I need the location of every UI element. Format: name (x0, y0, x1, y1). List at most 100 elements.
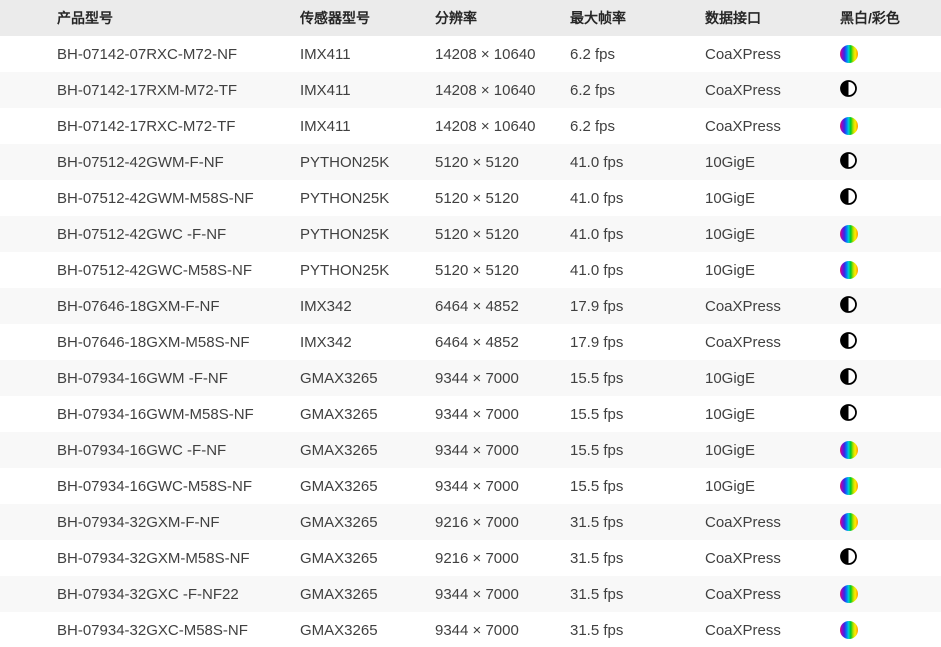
mono-color-cell (840, 108, 941, 144)
rainbow-circle-icon (840, 45, 858, 64)
resolution-cell: 5120 × 5120 (435, 189, 519, 207)
interface-cell: CoaXPress (705, 45, 781, 63)
sensor-cell: GMAX3265 (300, 513, 378, 531)
resolution-cell: 9344 × 7000 (435, 585, 519, 603)
rainbow-circle-icon (840, 513, 858, 532)
column-header-mono-color: 黑白/彩色 (840, 10, 900, 26)
model-cell: BH-07934-16GWM-M58S-NF (57, 405, 254, 423)
mono-color-cell (840, 612, 941, 647)
resolution-cell: 5120 × 5120 (435, 153, 519, 171)
mono-color-cell (840, 576, 941, 612)
sensor-cell: IMX342 (300, 333, 352, 351)
model-cell: BH-07142-17RXC-M72-TF (57, 117, 236, 135)
model-cell: BH-07934-16GWC-M58S-NF (57, 477, 253, 495)
table-row: BH-07934-32GXM-M58S-NF GMAX3265 9216 × 7… (0, 540, 941, 576)
table-row: BH-07934-32GXC-M58S-NF GMAX3265 9344 × 7… (0, 612, 941, 647)
max-fps-cell: 31.5 fps (570, 513, 624, 531)
model-cell: BH-07512-42GWC -F-NF (57, 225, 227, 243)
model-cell: BH-07934-32GXC -F-NF22 (57, 585, 239, 603)
table-row: BH-07934-32GXC -F-NF22 GMAX3265 9344 × 7… (0, 576, 941, 612)
interface-cell: CoaXPress (705, 81, 781, 99)
half-black-white-circle-icon (840, 547, 857, 569)
model-cell: BH-07934-16GWC -F-NF (57, 441, 227, 459)
table-row: BH-07512-42GWC-M58S-NF PYTHON25K 5120 × … (0, 252, 941, 288)
mono-color-cell (840, 180, 941, 216)
rainbow-circle-icon (840, 585, 858, 604)
model-cell: BH-07646-18GXM-F-NF (57, 297, 220, 315)
resolution-cell: 9344 × 7000 (435, 621, 519, 639)
resolution-cell: 9216 × 7000 (435, 513, 519, 531)
max-fps-cell: 15.5 fps (570, 441, 624, 459)
model-cell: BH-07934-32GXM-F-NF (57, 513, 220, 531)
half-black-white-circle-icon (840, 403, 857, 425)
table-row: BH-07646-18GXM-F-NF IMX342 6464 × 4852 1… (0, 288, 941, 324)
table-row: BH-07512-42GWM-F-NF PYTHON25K 5120 × 512… (0, 144, 941, 180)
column-header-max-fps: 最大帧率 (570, 10, 626, 26)
rainbow-circle-icon (840, 225, 858, 244)
resolution-cell: 14208 × 10640 (435, 117, 536, 135)
rainbow-circle-icon (840, 477, 858, 496)
max-fps-cell: 6.2 fps (570, 81, 616, 99)
resolution-cell: 9344 × 7000 (435, 441, 519, 459)
model-cell: BH-07646-18GXM-M58S-NF (57, 333, 250, 351)
table-row: BH-07142-17RXM-M72-TF IMX411 14208 × 106… (0, 72, 941, 108)
mono-color-cell (840, 540, 941, 576)
interface-cell: 10GigE (705, 189, 756, 207)
resolution-cell: 9344 × 7000 (435, 477, 519, 495)
interface-cell: 10GigE (705, 153, 756, 171)
sensor-cell: IMX411 (300, 45, 351, 63)
resolution-cell: 14208 × 10640 (435, 81, 536, 99)
max-fps-cell: 15.5 fps (570, 369, 624, 387)
max-fps-cell: 41.0 fps (570, 189, 624, 207)
interface-cell: CoaXPress (705, 621, 781, 639)
model-cell: BH-07512-42GWM-M58S-NF (57, 189, 254, 207)
mono-color-cell (840, 144, 941, 180)
interface-cell: 10GigE (705, 405, 756, 423)
resolution-cell: 9216 × 7000 (435, 549, 519, 567)
resolution-cell: 14208 × 10640 (435, 45, 536, 63)
mono-color-cell (840, 288, 941, 324)
mono-color-cell (840, 72, 941, 108)
model-cell: BH-07142-17RXM-M72-TF (57, 81, 238, 99)
rainbow-circle-icon (840, 117, 858, 136)
half-black-white-circle-icon (840, 331, 857, 353)
interface-cell: 10GigE (705, 225, 756, 243)
max-fps-cell: 41.0 fps (570, 153, 624, 171)
model-cell: BH-07512-42GWM-F-NF (57, 153, 224, 171)
max-fps-cell: 41.0 fps (570, 261, 624, 279)
interface-cell: 10GigE (705, 477, 756, 495)
resolution-cell: 5120 × 5120 (435, 261, 519, 279)
resolution-cell: 9344 × 7000 (435, 369, 519, 387)
interface-cell: 10GigE (705, 369, 756, 387)
table-header: 产品型号 传感器型号 分辨率 最大帧率 数据接口 黑白/彩色 (0, 0, 941, 36)
rainbow-circle-icon (840, 261, 858, 280)
max-fps-cell: 15.5 fps (570, 405, 624, 423)
max-fps-cell: 6.2 fps (570, 45, 616, 63)
max-fps-cell: 31.5 fps (570, 621, 624, 639)
sensor-cell: GMAX3265 (300, 441, 378, 459)
model-cell: BH-07934-32GXM-M58S-NF (57, 549, 250, 567)
table-row: BH-07934-16GWC-M58S-NF GMAX3265 9344 × 7… (0, 468, 941, 504)
interface-cell: CoaXPress (705, 333, 781, 351)
interface-cell: 10GigE (705, 261, 756, 279)
interface-cell: 10GigE (705, 441, 756, 459)
half-black-white-circle-icon (840, 367, 857, 389)
column-header-sensor: 传感器型号 (300, 10, 370, 26)
max-fps-cell: 41.0 fps (570, 225, 624, 243)
table-row: BH-07934-16GWM -F-NF GMAX3265 9344 × 700… (0, 360, 941, 396)
sensor-cell: GMAX3265 (300, 405, 378, 423)
half-black-white-circle-icon (840, 151, 857, 173)
mono-color-cell (840, 216, 941, 252)
table-body: BH-07142-07RXC-M72-NF IMX411 14208 × 106… (0, 36, 941, 647)
half-black-white-circle-icon (840, 79, 857, 101)
table-row: BH-07934-16GWM-M58S-NF GMAX3265 9344 × 7… (0, 396, 941, 432)
max-fps-cell: 17.9 fps (570, 297, 624, 315)
mono-color-cell (840, 252, 941, 288)
resolution-cell: 6464 × 4852 (435, 333, 519, 351)
column-header-resolution: 分辨率 (435, 10, 477, 26)
mono-color-cell (840, 432, 941, 468)
table-row: BH-07934-32GXM-F-NF GMAX3265 9216 × 7000… (0, 504, 941, 540)
sensor-cell: PYTHON25K (300, 225, 390, 243)
model-cell: BH-07934-32GXC-M58S-NF (57, 621, 248, 639)
half-black-white-circle-icon (840, 187, 857, 209)
